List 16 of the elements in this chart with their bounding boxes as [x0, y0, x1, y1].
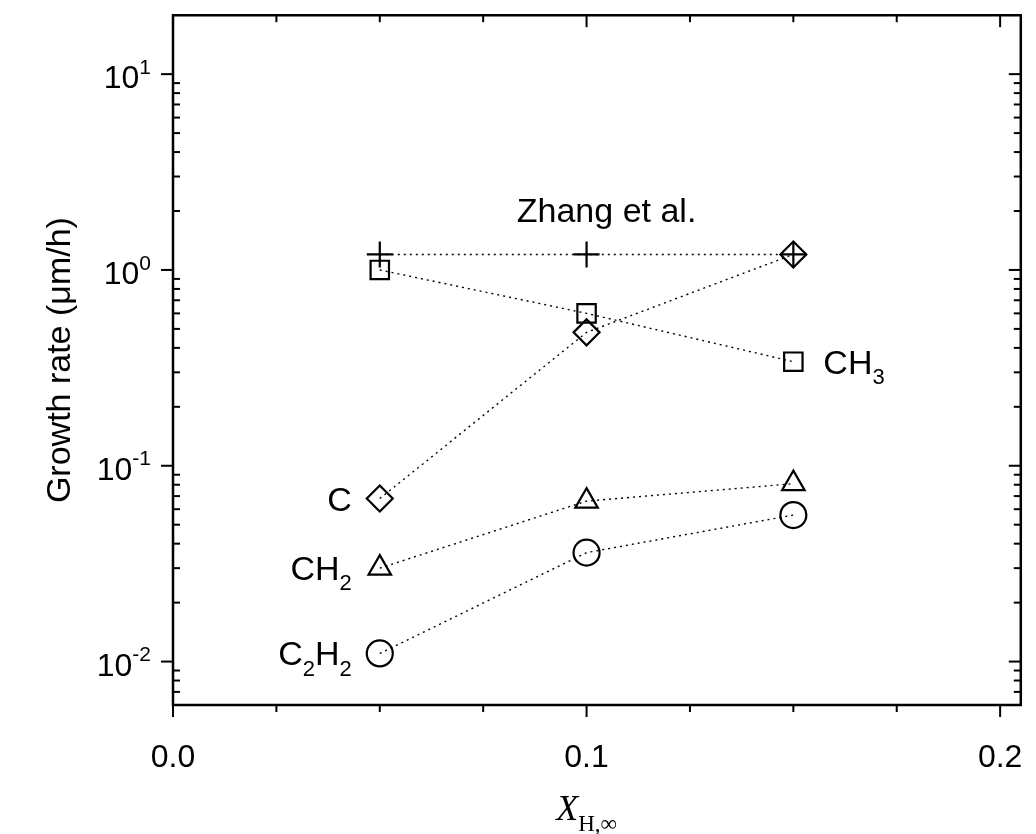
point [369, 259, 391, 281]
series-label: Zhang et al. [516, 191, 697, 230]
y-axis-title: Growth rate (μm/h) [39, 217, 77, 504]
point [365, 639, 394, 668]
point [779, 500, 808, 530]
x-tick-label: 0.1 [564, 738, 609, 774]
x-tick-label: 0.2 [977, 738, 1023, 774]
point [365, 484, 394, 513]
point [783, 351, 804, 372]
point [366, 241, 393, 268]
point [576, 303, 597, 324]
x-tick-label: 0.0 [150, 738, 196, 774]
point [572, 318, 601, 347]
point [572, 538, 601, 567]
point [573, 241, 600, 268]
series-label: C [327, 479, 352, 518]
